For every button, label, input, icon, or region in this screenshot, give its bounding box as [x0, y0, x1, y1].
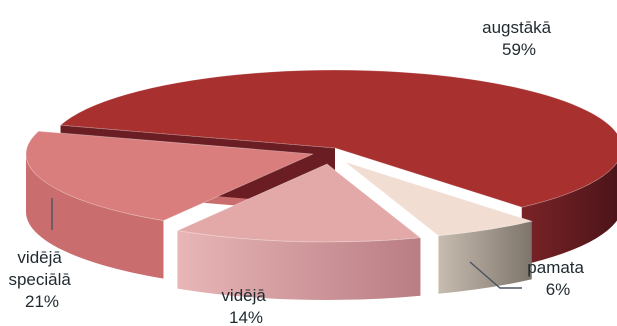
- label-pamata: pamata 6%: [527, 258, 588, 299]
- slice-videja-speciala: [25, 130, 314, 221]
- label-videja-speciala: vidējā speciālā 21%: [8, 248, 75, 311]
- slice-videja: [176, 163, 422, 243]
- slice-pamata: [344, 161, 534, 237]
- label-augstaka: augstākā 59%: [482, 18, 556, 59]
- slice-side-augstaka: [521, 162, 617, 266]
- label-videja: vidējā 14%: [221, 286, 270, 326]
- slice-side-pamata: [438, 221, 532, 294]
- slice-augstaka: [59, 69, 617, 208]
- slice-side-videja-speciala: [26, 154, 164, 279]
- pie-slices: [25, 69, 617, 300]
- slice-side-videja: [177, 230, 421, 300]
- leader-line-pamata: [469, 261, 522, 289]
